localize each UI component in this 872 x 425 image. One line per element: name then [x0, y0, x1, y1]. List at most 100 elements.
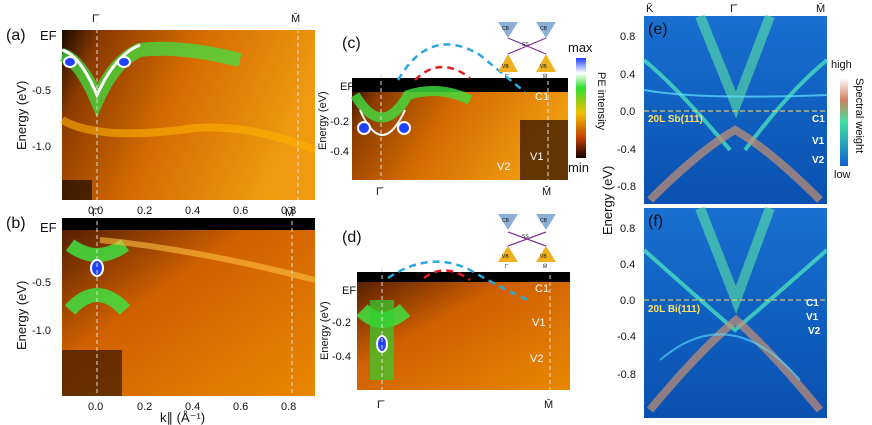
panel-e-band-c1: C1: [812, 114, 825, 125]
panel-d-inset-vb-left: [498, 246, 518, 262]
panel-e-k: K̄: [646, 2, 654, 15]
panel-e-ytick-2: 0.4: [620, 69, 635, 81]
panel-d-inset-g: Γ̄: [505, 264, 509, 270]
panel-d-inset-cb-right: [536, 214, 556, 230]
panel-f-ytick-3: 0.0: [620, 295, 635, 307]
panel-a-xtick-1: 0.0: [88, 205, 103, 217]
panel-e-bands-3: [643, 89, 828, 98]
panel-b-gamma: Γ̄: [92, 207, 100, 219]
panel-f-ytick-5: -0.8: [617, 369, 636, 381]
panel-d-inset-vb-right: [536, 246, 556, 262]
panel-c-inset-cb-left: [498, 22, 518, 38]
panel-a-corner-dark: [62, 180, 92, 200]
panel-f-bands-3: [659, 333, 801, 381]
panel-d-band-v2: V2: [530, 353, 543, 365]
panel-f-ytick-2: 0.4: [620, 259, 635, 271]
panel-b-xtick-3: 0.4: [185, 401, 200, 413]
panel-f-bands-2: [646, 314, 824, 413]
panel-c-band-white: [359, 109, 406, 136]
panel-a-xtick-3: 0.4: [185, 205, 200, 217]
panel-d-m: M̄: [544, 398, 553, 411]
panel-f-band-v2: V2: [808, 326, 821, 337]
panel-a-xtick-4: 0.6: [233, 205, 248, 217]
panel-c-band-green: [350, 86, 473, 123]
panel-f-ytick-1: 0.8: [620, 223, 635, 235]
panel-e-band-v1: V1: [812, 136, 825, 147]
pe-colorbar-title: PE intensity: [595, 72, 607, 131]
panel-e-ytick-1: 0.8: [620, 31, 635, 43]
panel-f-film: 20L Bi(111): [648, 304, 700, 315]
panel-c-hotspot-left: [357, 121, 371, 135]
panel-b-ytick-1: -0.5: [32, 277, 51, 289]
panel-d-ylabel: Energy (eV): [319, 301, 331, 360]
panel-d-inset: CB CB VB VB SS Γ̄ M̄: [498, 214, 556, 270]
panel-d-inset-cb-left: [498, 214, 518, 230]
panel-d-label: (d): [342, 229, 362, 246]
pe-colorbar: max min PE intensity: [568, 40, 607, 175]
panel-d-ytick-1: -0.2: [332, 317, 351, 329]
panel-f-bands-1: [642, 248, 829, 333]
panel-b-ytick-2: -1.0: [32, 325, 51, 337]
panel-c-inset-vb-right: [536, 54, 556, 72]
panel-d-inset-cb2: CB: [540, 218, 548, 224]
sw-colorbar-high: high: [831, 59, 852, 71]
panel-a-hotspot-left: [63, 56, 77, 68]
panel-f-band-c1: C1: [806, 298, 819, 309]
panel-a-ylabel: Energy (eV): [14, 81, 29, 150]
pe-colorbar-gradient: [576, 58, 586, 158]
panel-b-m: M̄: [285, 206, 294, 219]
panel-c-label: (c): [342, 35, 361, 52]
panel-c-inset-ss: SS: [522, 42, 529, 48]
panel-e-film: 20L Sb(111): [648, 114, 703, 125]
panel-a-hotspot-right: [117, 56, 131, 68]
panel-c-inset-vb-left: [498, 54, 518, 72]
panel-c-inset-cb1: CB: [502, 26, 510, 32]
panel-a-band-v2: [60, 116, 317, 154]
panel-c-band-c1: C1: [535, 91, 549, 103]
panel-c-ytick-1: -0.2: [330, 116, 349, 128]
panel-c-band-v1: V1: [530, 151, 543, 163]
panel-c-inset-ss-2: [507, 37, 547, 55]
panel-c-corner-dark: [520, 120, 568, 180]
panel-a-xtick-2: 0.2: [137, 205, 152, 217]
panel-d-band-c1: C1: [535, 283, 549, 295]
panel-b-corner-dark: [62, 350, 122, 396]
panel-c-inset-cb-right: [536, 22, 556, 38]
panel-b-ef: EF: [40, 220, 57, 235]
panel-a-ytick-2: -1.0: [32, 141, 51, 153]
panel-b-band-dispersive: [99, 237, 316, 283]
panel-d-inset-ss-2: [507, 231, 547, 247]
panel-c-red-dash: [414, 65, 471, 81]
sw-colorbar-title: Spectral weight: [853, 78, 865, 153]
panel-f-band-v1: V1: [806, 312, 819, 323]
panel-c-ylabel: Energy (eV): [317, 91, 329, 150]
panel-c-band-v2: V2: [497, 161, 510, 173]
panel-e-ytick-4: -0.4: [617, 144, 636, 156]
panel-d-inset-cb1: CB: [502, 218, 510, 224]
panel-c-inset: CB CB VB VB SS Γ̄ M̄: [498, 22, 556, 80]
panel-d-blue-dash: [387, 260, 529, 302]
panel-d-ytick-2: -0.4: [332, 351, 351, 363]
panel-c: (c) EF -0.2 -0.4 Energy (eV) Γ̄ M̄ C1 V1…: [317, 22, 568, 198]
panel-b-xtick-5: 0.8: [281, 401, 296, 413]
panel-b-top-dark: [62, 218, 315, 230]
panel-d-inset-m: M̄: [543, 263, 547, 270]
panel-d: (d) EF -0.2 -0.4 Energy (eV) Γ̄ M̄ C1 V1…: [319, 214, 570, 411]
panel-c-m: M̄: [542, 185, 551, 198]
sw-colorbar: high low Spectral weight: [831, 59, 865, 181]
panel-f: (f) 0.8 0.4 0.0 -0.4 -0.8 20L Bi(111) C1…: [617, 206, 829, 418]
pe-colorbar-min: min: [568, 160, 589, 175]
panel-c-ef: EF: [340, 81, 354, 93]
panel-b-xtick-2: 0.2: [137, 401, 152, 413]
panel-d-inset-vb1: VB: [502, 254, 509, 260]
panel-e-bands-2: [647, 125, 823, 203]
panel-a: (a) EF Γ̄ M̄ -0.5 -1.0 Energy (eV) 0.0 0…: [6, 12, 317, 217]
sw-colorbar-low: low: [834, 169, 851, 181]
panel-b: (b) EF Γ̄ M̄ -0.5 -1.0 Energy (eV) 0.0 0…: [6, 206, 316, 425]
sw-colorbar-gradient: [840, 78, 848, 166]
panel-d-red-dash: [423, 269, 471, 282]
panel-a-ef: EF: [40, 28, 57, 43]
panel-b-xtick-1: 0.0: [88, 401, 103, 413]
panel-e-band-v2: V2: [812, 155, 825, 166]
